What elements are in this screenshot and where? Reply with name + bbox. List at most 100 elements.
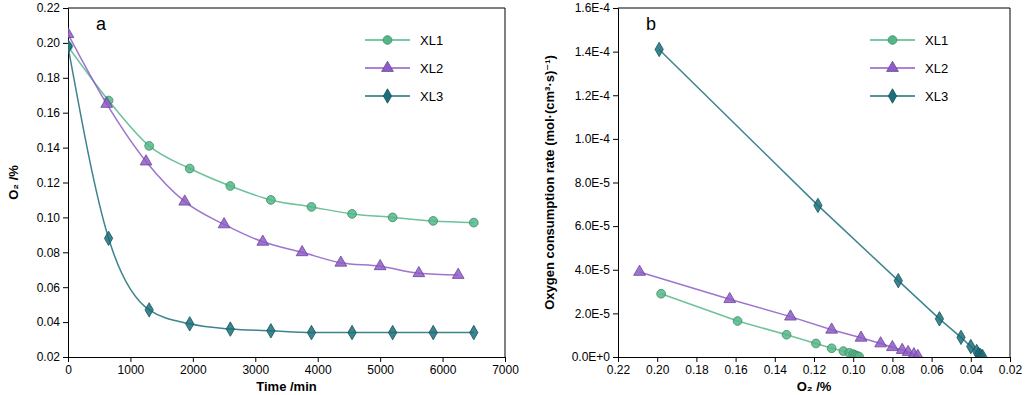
legend-label: XL3: [420, 89, 443, 104]
data-point: [104, 231, 112, 245]
data-point: [68, 39, 72, 53]
tick: 0.06: [920, 357, 944, 377]
tick: 1.2E-4: [575, 89, 618, 103]
tick-mark: [814, 357, 815, 362]
data-point: [469, 218, 478, 227]
tick-mark: [63, 287, 68, 288]
data-point: [145, 303, 153, 317]
y-axis-title: O₂ /%: [6, 165, 21, 200]
tick-label: 0.22: [37, 1, 61, 15]
y-axis: 0.0E+02.0E-54.0E-56.0E-58.0E-51.0E-41.2E…: [572, 1, 619, 364]
data-point: [912, 349, 924, 357]
legend: XL1XL2XL3: [365, 33, 443, 104]
tick-mark: [932, 357, 933, 362]
tick-label: 0.02: [37, 350, 61, 364]
tick: 0.22: [607, 357, 631, 377]
series-line: [640, 272, 918, 356]
tick: 4.0E-5: [575, 263, 618, 277]
data-point: [388, 213, 397, 222]
tick-label: 0.12: [803, 363, 827, 377]
legend-marker: [382, 61, 394, 71]
tick-label: 0.20: [37, 36, 61, 50]
tick-mark: [892, 357, 893, 362]
tick-mark: [736, 357, 737, 362]
tick: 0.10: [842, 357, 866, 377]
tick-label: 0.10: [842, 363, 866, 377]
legend-marker: [383, 36, 392, 45]
tick: 0.04: [960, 357, 984, 377]
tick-mark: [613, 226, 618, 227]
data-point: [452, 268, 464, 278]
legend-marker: [888, 36, 897, 45]
tick: 3000: [242, 357, 269, 377]
x-axis: 01000200030004000500060007000: [65, 357, 519, 377]
tick: 0.20: [37, 36, 68, 50]
data-point: [657, 289, 666, 298]
data-point: [140, 155, 152, 165]
tick-label: 4000: [305, 363, 332, 377]
tick-label: 3000: [242, 363, 269, 377]
tick-label: 0.18: [37, 71, 61, 85]
data-point: [374, 259, 386, 269]
x-axis-title: O₂ /%: [797, 379, 832, 394]
data-point: [733, 317, 742, 326]
tick: 1.6E-4: [575, 1, 618, 15]
tick-label: 2000: [180, 363, 207, 377]
tick: 0.08: [37, 246, 68, 260]
series-line: [68, 46, 474, 222]
tick-mark: [63, 217, 68, 218]
tick-mark: [63, 43, 68, 44]
y-axis: 0.020.040.060.080.100.120.140.160.180.20…: [37, 1, 69, 364]
tick-mark: [613, 52, 618, 53]
tick-label: 0.14: [764, 363, 788, 377]
data-point: [875, 337, 887, 347]
tick-mark: [971, 357, 972, 362]
tick: 6.0E-5: [575, 219, 618, 233]
data-point: [894, 273, 902, 287]
tick: 0: [65, 357, 72, 377]
tick-label: 0.16: [37, 106, 61, 120]
data-point: [978, 349, 986, 357]
tick-label: 0.04: [960, 363, 984, 377]
tick-label: 0: [65, 363, 72, 377]
tick-mark: [613, 8, 618, 9]
data-point: [186, 317, 194, 331]
tick-label: 0.08: [37, 246, 61, 260]
tick-mark: [63, 252, 68, 253]
tick: 1.4E-4: [575, 45, 618, 59]
tick-mark: [657, 357, 658, 362]
legend: XL1XL2XL3: [870, 33, 948, 104]
series-line: [661, 294, 859, 357]
tick-label: 8.0E-5: [575, 176, 611, 190]
tick-label: 5000: [367, 363, 394, 377]
tick: 4000: [305, 357, 332, 377]
tick: 0.18: [37, 71, 68, 85]
tick-label: 2.0E-5: [575, 307, 611, 321]
tick-mark: [613, 313, 618, 314]
tick-label: 0.18: [685, 363, 709, 377]
tick-label: 4.0E-5: [575, 263, 611, 277]
panel-title: a: [96, 14, 107, 34]
panel-title: b: [646, 14, 656, 34]
data-point: [348, 210, 357, 219]
tick: 7000: [492, 357, 519, 377]
tick-mark: [775, 357, 776, 362]
tick-label: 1.2E-4: [575, 89, 611, 103]
panel: 0.220.200.180.160.140.120.100.080.060.04…: [542, 1, 1023, 394]
tick: 0.12: [803, 357, 827, 377]
tick: 0.12: [37, 176, 68, 190]
tick: 0.02: [999, 357, 1023, 377]
tick-mark: [613, 95, 618, 96]
legend-label: XL2: [420, 61, 443, 76]
x-axis: 0.220.200.180.160.140.120.100.080.060.04…: [607, 357, 1023, 377]
tick-mark: [1010, 357, 1011, 362]
tick: 0.10: [37, 211, 68, 225]
tick-label: 1.4E-4: [575, 45, 611, 59]
tick-label: 0.02: [999, 363, 1023, 377]
x-axis-title: Time /min: [256, 379, 317, 394]
frame: [618, 8, 1010, 9]
data-point: [101, 97, 113, 107]
data-point: [855, 331, 867, 341]
tick-mark: [255, 357, 256, 362]
tick: 0.14: [764, 357, 788, 377]
